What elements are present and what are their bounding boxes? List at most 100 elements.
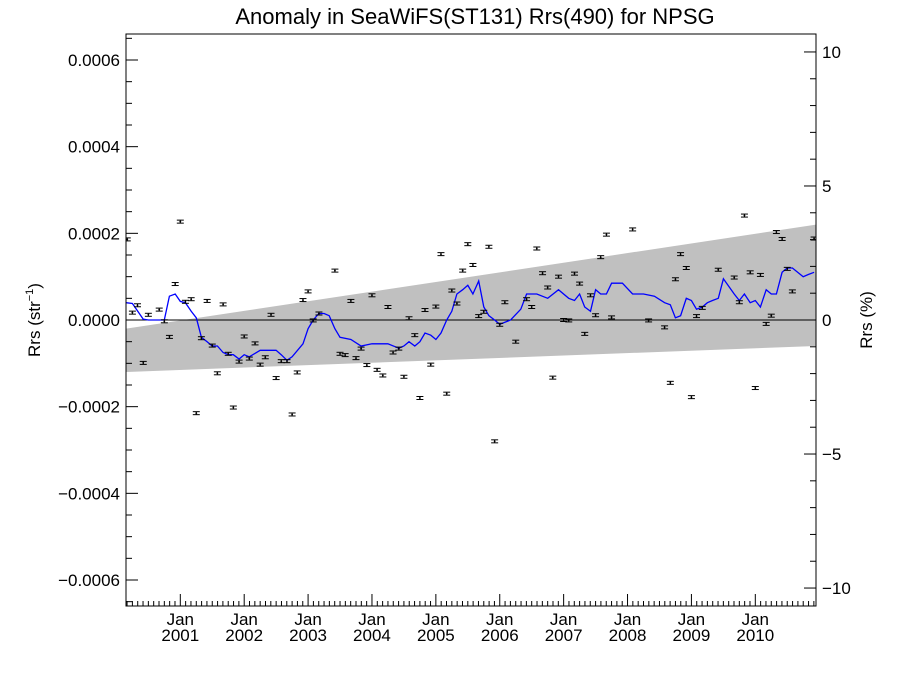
data-point — [788, 289, 796, 294]
data-point — [464, 242, 472, 247]
data-point — [746, 270, 754, 275]
data-point — [134, 303, 141, 308]
data-point-marker — [302, 299, 304, 301]
data-point — [762, 321, 770, 326]
data-point-marker — [275, 377, 278, 379]
data-point-marker — [738, 301, 741, 304]
data-point — [687, 395, 695, 400]
data-point — [176, 219, 184, 224]
data-point-marker — [477, 315, 480, 317]
y-axis-left-label-close: ) — [25, 283, 44, 289]
data-point — [645, 318, 653, 323]
data-point — [666, 380, 674, 385]
data-point-marker — [701, 306, 704, 309]
data-point-marker — [685, 267, 688, 269]
data-point-marker — [434, 305, 437, 308]
data-point-marker — [472, 264, 474, 266]
data-point-marker — [786, 267, 789, 270]
data-point — [379, 373, 387, 378]
data-point — [139, 360, 147, 365]
data-point-marker — [482, 310, 485, 313]
x-tick-label-year: 2009 — [673, 626, 711, 645]
data-point — [783, 266, 791, 271]
data-point-marker — [142, 362, 145, 364]
data-point — [432, 304, 440, 309]
data-point — [373, 367, 381, 372]
data-point-marker — [775, 231, 778, 233]
data-point — [778, 236, 786, 241]
data-point — [693, 314, 701, 319]
y-axis-right-label: Rrs (%) — [857, 291, 876, 349]
data-point-marker — [307, 290, 309, 293]
data-point-marker — [418, 397, 421, 399]
data-point — [767, 313, 775, 318]
data-point-marker — [286, 360, 288, 363]
data-point-marker — [663, 326, 666, 329]
y-axis-left-label-base: Rrs (str — [25, 301, 44, 357]
data-point — [331, 268, 339, 273]
data-point — [213, 371, 221, 376]
y-axis-left-label: Rrs (str−1) — [24, 283, 44, 357]
x-tick-label-year: 2006 — [481, 626, 519, 645]
data-point-marker — [259, 363, 262, 366]
data-point — [389, 350, 397, 355]
y-left-tick-label: 0.0006 — [68, 51, 120, 70]
data-point — [384, 305, 392, 309]
data-point — [256, 362, 264, 367]
data-point-marker — [318, 312, 320, 315]
data-point-marker — [355, 357, 357, 360]
x-tick-label-year: 2002 — [225, 626, 263, 645]
data-point-marker — [754, 387, 757, 389]
y-right-tick-label: 0 — [822, 311, 831, 330]
data-point — [549, 375, 557, 380]
data-point — [448, 288, 456, 293]
data-point — [229, 405, 237, 410]
data-point-marker — [200, 337, 203, 340]
data-point-marker — [312, 319, 315, 322]
data-point-marker — [296, 371, 299, 374]
data-point — [405, 316, 413, 321]
data-point — [363, 363, 371, 368]
x-tick-label-year: 2007 — [545, 626, 583, 645]
data-point-marker — [695, 315, 698, 317]
data-point — [288, 412, 296, 417]
data-point-marker — [291, 413, 294, 416]
data-point — [171, 282, 179, 287]
data-point-marker — [344, 354, 347, 356]
data-point-marker — [136, 304, 139, 307]
data-point-marker — [791, 290, 794, 293]
data-point — [443, 391, 451, 396]
data-point-marker — [158, 308, 161, 311]
y-left-tick-label: −0.0004 — [58, 484, 120, 503]
y-right-tick-label: −5 — [822, 445, 841, 464]
data-point — [347, 298, 355, 303]
data-point — [555, 274, 563, 279]
data-point — [539, 271, 547, 276]
x-tick-label-month: Jan — [358, 610, 385, 629]
data-point — [740, 213, 748, 218]
data-point — [714, 267, 722, 272]
data-point — [219, 302, 227, 307]
data-point-marker — [243, 335, 246, 338]
x-tick-label-month: Jan — [550, 610, 577, 629]
x-tick-label-year: 2010 — [736, 626, 774, 645]
data-point — [197, 336, 205, 341]
data-point — [597, 255, 605, 260]
data-point — [299, 298, 307, 303]
data-point — [480, 309, 488, 314]
x-tick-label-month: Jan — [742, 610, 769, 629]
data-point — [608, 315, 616, 320]
data-point-marker — [690, 396, 693, 399]
data-point-marker — [131, 311, 134, 314]
data-point-marker — [381, 374, 384, 377]
data-point-marker — [264, 356, 267, 359]
chart-title: Anomaly in SeaWiFS(ST131) Rrs(490) for N… — [235, 4, 714, 29]
data-point-marker — [557, 275, 560, 278]
data-point-marker — [765, 323, 768, 325]
data-point-marker — [270, 313, 272, 316]
data-point-marker — [429, 363, 432, 366]
y-left-tick-label: −0.0006 — [58, 571, 120, 590]
data-point-marker — [770, 314, 773, 317]
data-point — [341, 353, 349, 358]
data-point — [491, 439, 499, 444]
